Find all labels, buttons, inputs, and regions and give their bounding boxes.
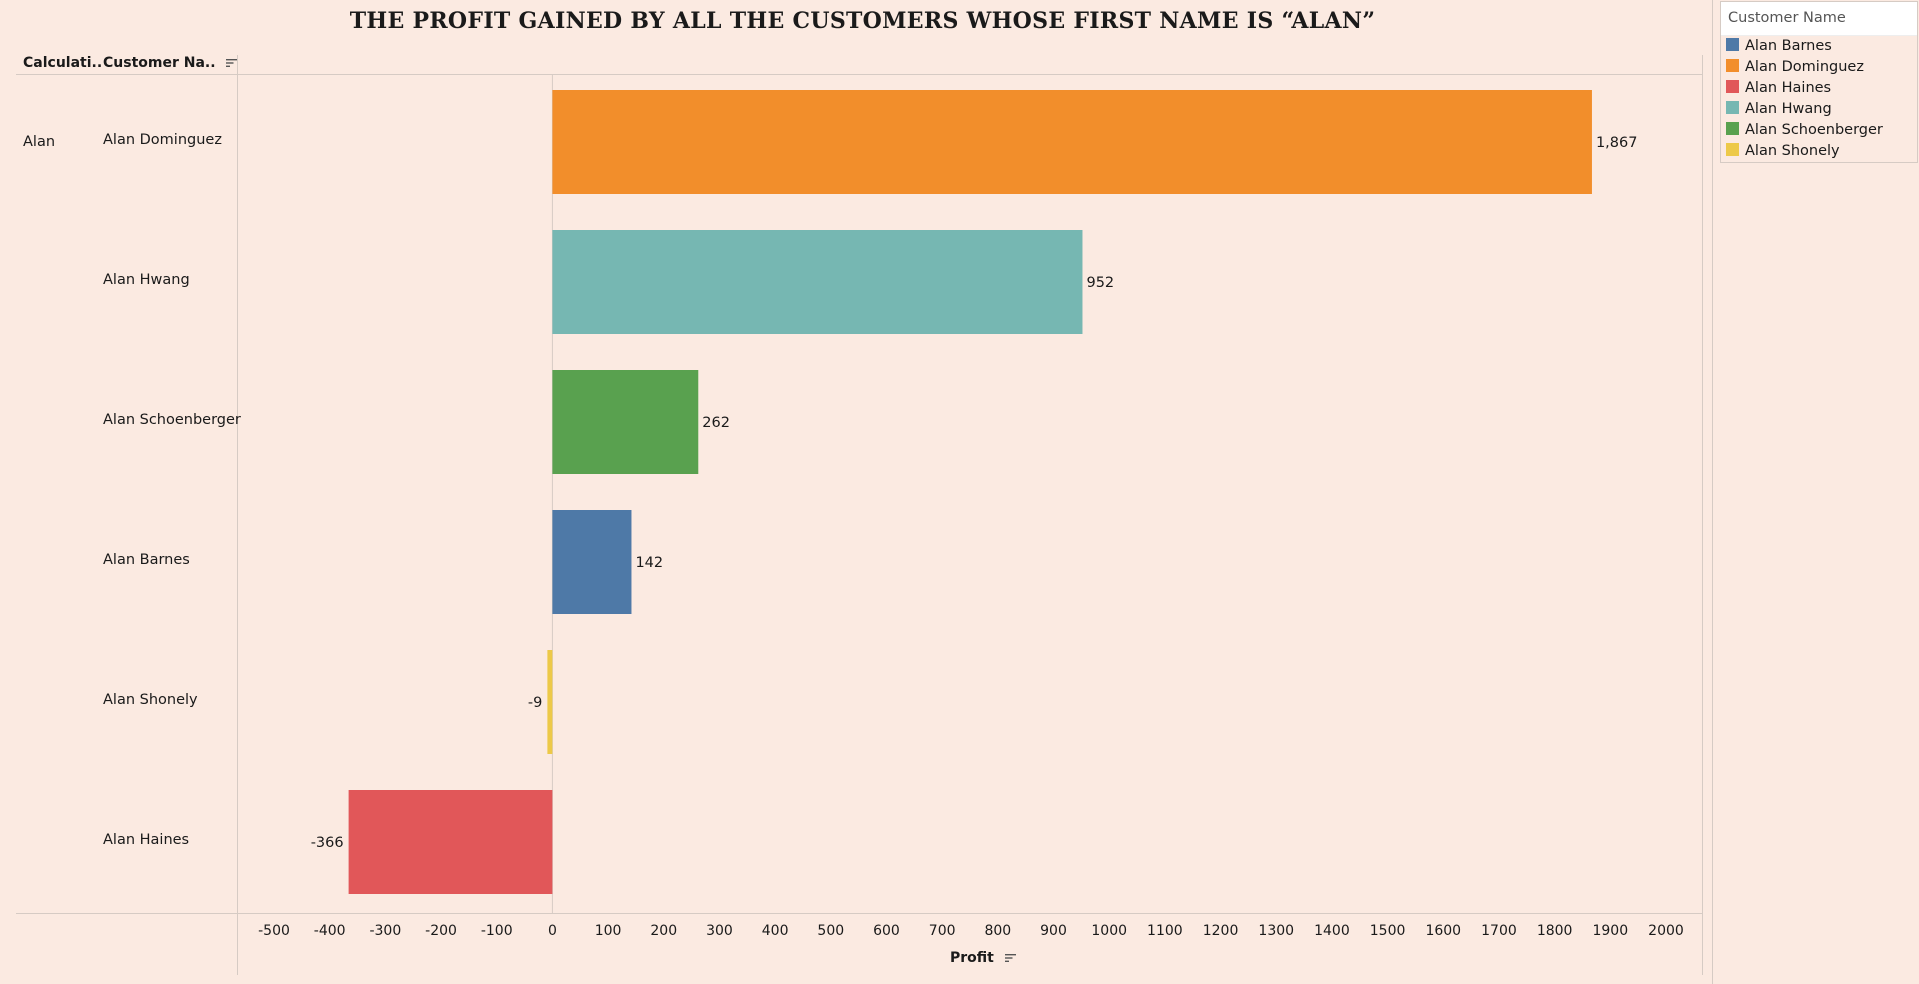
row-label-customer-name[interactable]: Alan Haines xyxy=(103,832,190,848)
bar-chart: 1,867 952 262 142 -9 -366 -500 -400 -300 -200 -100… xyxy=(258,74,1684,939)
sort-descending-icon[interactable] xyxy=(1004,953,1017,963)
legend-item[interactable]: Alan Haines xyxy=(1721,78,1917,99)
x-tick-label: 1500 xyxy=(1370,923,1406,939)
legend-item-label: Alan Dominguez xyxy=(1745,59,1864,75)
header-divider xyxy=(16,74,1702,75)
legend-item[interactable]: Alan Barnes xyxy=(1721,36,1917,57)
x-tick-label: 700 xyxy=(929,923,956,939)
row-label-customer-name[interactable]: Alan Shonely xyxy=(103,692,198,708)
legend-item-label: Alan Schoenberger xyxy=(1745,122,1883,138)
legend-swatch xyxy=(1726,80,1739,93)
data-label: -366 xyxy=(311,835,344,851)
legend-item[interactable]: Alan Dominguez xyxy=(1721,57,1917,78)
column-header-customer-name-label: Customer Na.. xyxy=(103,55,216,71)
row-label-customer-name[interactable]: Alan Hwang xyxy=(103,272,190,288)
row-label-customer-name[interactable]: Alan Dominguez xyxy=(103,132,222,148)
x-tick-label: -200 xyxy=(425,923,457,939)
legend-item[interactable]: Alan Hwang xyxy=(1721,99,1917,120)
data-label: 952 xyxy=(1086,275,1114,291)
legend-swatch xyxy=(1726,38,1739,51)
first-name-value: Alan xyxy=(23,134,56,150)
x-tick-label: 0 xyxy=(548,923,557,939)
panel-divider xyxy=(1712,0,1713,984)
data-label: 262 xyxy=(702,415,730,431)
row-label-customer-name[interactable]: Alan Schoenberger xyxy=(103,412,241,428)
x-tick-label: 200 xyxy=(650,923,677,939)
x-axis-title-label: Profit xyxy=(950,950,994,966)
x-tick-label: 1200 xyxy=(1203,923,1239,939)
bar-alan-dominguez[interactable] xyxy=(552,90,1592,194)
legend-items: Alan Barnes Alan Dominguez Alan Haines Alan… xyxy=(1721,36,1917,162)
x-tick-label: 1800 xyxy=(1537,923,1573,939)
legend-swatch xyxy=(1726,101,1739,114)
legend-item[interactable]: Alan Schoenberger xyxy=(1721,120,1917,141)
column-header-customer-name[interactable]: Customer Na.. xyxy=(103,55,238,71)
x-tick-label: 400 xyxy=(762,923,789,939)
data-label: 1,867 xyxy=(1596,135,1638,151)
row-label-customer-name[interactable]: Alan Barnes xyxy=(103,552,190,568)
legend-swatch xyxy=(1726,143,1739,156)
x-tick-label: 2000 xyxy=(1648,923,1684,939)
bar-alan-shonely[interactable] xyxy=(547,650,553,754)
legend-swatch xyxy=(1726,59,1739,72)
x-tick-label: 1900 xyxy=(1592,923,1628,939)
x-tick-label: 600 xyxy=(873,923,900,939)
column-header-first-name[interactable]: Calculati.. xyxy=(23,55,103,71)
x-tick-label: 1600 xyxy=(1425,923,1461,939)
x-tick-label: 100 xyxy=(595,923,622,939)
x-tick-label: -400 xyxy=(314,923,346,939)
x-tick-label: 1400 xyxy=(1314,923,1350,939)
x-tick-label: 800 xyxy=(984,923,1011,939)
x-tick-label: -500 xyxy=(258,923,290,939)
legend: Customer Name Alan Barnes Alan Dominguez A… xyxy=(1720,1,1918,163)
legend-swatch xyxy=(1726,122,1739,135)
data-label: 142 xyxy=(635,555,663,571)
x-tick-label: 1000 xyxy=(1091,923,1127,939)
axis-divider xyxy=(16,913,1702,914)
legend-title: Customer Name xyxy=(1721,2,1917,36)
legend-item-label: Alan Shonely xyxy=(1745,143,1840,159)
legend-item[interactable]: Alan Shonely xyxy=(1721,141,1917,162)
x-tick-label: 1300 xyxy=(1258,923,1294,939)
x-tick-label: 300 xyxy=(706,923,733,939)
x-tick-label: 900 xyxy=(1040,923,1067,939)
row-header-divider xyxy=(237,55,238,975)
x-axis-title[interactable]: Profit xyxy=(950,950,1017,966)
legend-item-label: Alan Barnes xyxy=(1745,38,1832,54)
x-tick-label: 500 xyxy=(817,923,844,939)
bar-alan-haines[interactable] xyxy=(348,790,553,894)
x-tick-label: -300 xyxy=(369,923,401,939)
chart-title: THE PROFIT GAINED BY ALL THE CUSTOMERS W… xyxy=(349,8,1376,34)
legend-item-label: Alan Hwang xyxy=(1745,101,1832,117)
bar-alan-hwang[interactable] xyxy=(552,230,1083,334)
bar-alan-schoenberger[interactable] xyxy=(552,370,699,474)
data-label: -9 xyxy=(528,695,542,711)
plot-right-border xyxy=(1702,55,1703,975)
bar-alan-barnes[interactable] xyxy=(552,510,632,614)
sort-descending-icon[interactable] xyxy=(226,58,238,68)
x-tick-label: 1100 xyxy=(1147,923,1183,939)
x-tick-label: -100 xyxy=(481,923,513,939)
legend-item-label: Alan Haines xyxy=(1745,80,1832,96)
x-tick-label: 1700 xyxy=(1481,923,1517,939)
